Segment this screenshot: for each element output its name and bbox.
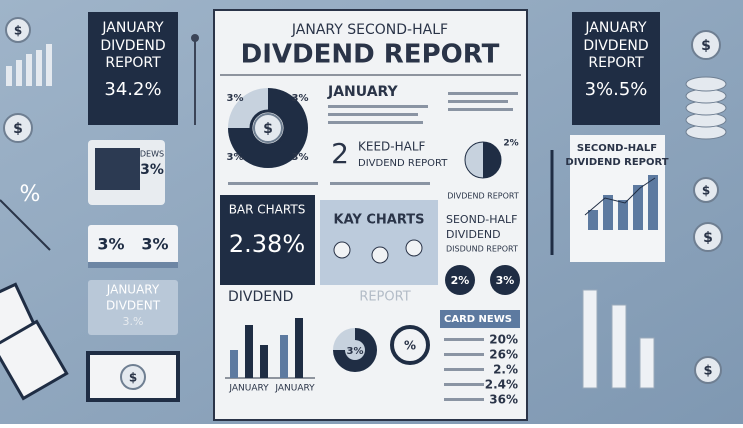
box-title: DIVIDEND (446, 228, 501, 241)
mini-bars (6, 44, 52, 86)
paper-chart (584, 175, 658, 230)
donut-label: 3% (347, 346, 364, 357)
coin-symbol: $ (13, 121, 23, 137)
card-left-dark (88, 12, 178, 125)
list-value: 26% (489, 348, 518, 362)
bills-stack (0, 282, 69, 401)
big-number: 2 (331, 137, 349, 170)
box-title: KAY CHARTS (334, 213, 425, 228)
bar-charts-box (220, 195, 315, 285)
pen (0, 199, 51, 251)
screen (95, 148, 140, 190)
subtitle: KEED-HALF (358, 140, 426, 154)
coin-symbol: $ (129, 371, 137, 385)
coin-symbol: $ (702, 184, 710, 198)
card-value: 3%.5% (585, 79, 648, 100)
ring (390, 325, 430, 365)
card-label: DEWS (140, 150, 164, 159)
list-line (444, 368, 484, 371)
bar-label: JANUARY (274, 384, 315, 394)
bars-3d (582, 289, 655, 389)
card-value: 3% (140, 162, 164, 178)
coin (693, 177, 719, 203)
pie-label: 3% (292, 152, 309, 163)
badge-label: 3% (496, 274, 515, 287)
card-title: DIVDENT (106, 299, 161, 313)
pie-caption: DIVDEND REPORT (447, 192, 519, 201)
box-title: SEOND-HALF (446, 213, 518, 226)
list-value: 36% (489, 393, 518, 407)
pie-label: 3% (227, 93, 244, 104)
list-line (444, 398, 484, 401)
coin (694, 356, 722, 384)
card-title: JANUARY (584, 20, 647, 36)
bar-label: JANUARY (228, 384, 269, 394)
kay-icons (333, 239, 423, 264)
pie-label: 2% (503, 139, 518, 149)
coin (120, 364, 146, 390)
box-title: BAR CHARTS (229, 203, 306, 217)
coin (253, 113, 283, 143)
box-title: DISDUND REPORT (446, 245, 518, 254)
percent-symbol: % (20, 182, 41, 207)
coin (693, 222, 723, 252)
card-news-header (440, 310, 520, 328)
subtitle: DIVDEND REPORT (358, 158, 448, 169)
section-title: JANUARY (327, 84, 399, 100)
card-january (88, 280, 178, 335)
pie-label: 3% (227, 152, 244, 163)
section-title: DIVDEND (228, 289, 293, 305)
compass-head (191, 34, 199, 42)
pie-small (464, 141, 502, 179)
card-title: JANUARY (106, 283, 160, 297)
card-title: DIVDEND (583, 38, 648, 54)
bar-chart (225, 318, 315, 379)
card-value: 3% (141, 235, 168, 254)
card-title: JANUARY (101, 20, 164, 36)
donut (333, 328, 377, 372)
list-title: CARD NEWS (444, 314, 512, 325)
paper-title: SECOND-HALF (577, 143, 657, 154)
coin-symbol: $ (703, 230, 713, 246)
coin (691, 30, 721, 60)
text-lines (228, 92, 518, 185)
coin-symbol: $ (701, 38, 711, 54)
list-line (444, 338, 484, 341)
card-pair-band (88, 262, 178, 268)
coin-stack (685, 76, 727, 140)
card-right-dark (572, 12, 660, 125)
pie-label: 3% (292, 93, 309, 104)
list-value: 20% (489, 333, 518, 347)
list-value: 2.% (493, 363, 518, 377)
card-value: 34.2% (104, 79, 161, 100)
coin (5, 17, 31, 43)
badge (490, 265, 520, 295)
card-value: 3% (97, 235, 124, 254)
coin-symbol: $ (14, 24, 22, 38)
coin-symbol: $ (263, 121, 273, 137)
card-title: DIVDEND (100, 38, 165, 54)
card-title: REPORT (588, 55, 644, 71)
badge (445, 265, 475, 295)
card-value: 3.% (123, 315, 144, 328)
card-title: REPORT (105, 55, 161, 71)
card-pair (88, 225, 178, 268)
section-title: REPORT (359, 290, 410, 305)
list-line (444, 383, 484, 386)
badge-label: 2% (451, 274, 470, 287)
coin-symbol: $ (703, 364, 712, 379)
list-line (444, 353, 484, 356)
poster-title: JANARY SECOND-HALF (291, 22, 448, 38)
donut-label: % (404, 339, 416, 353)
paper-title: DIVIDEND REPORT (565, 157, 668, 168)
coin (3, 113, 33, 143)
poster-title: DIVDEND REPORT (241, 40, 500, 70)
list-value: 2.4% (485, 378, 518, 392)
box-value: 2.38% (229, 230, 305, 258)
